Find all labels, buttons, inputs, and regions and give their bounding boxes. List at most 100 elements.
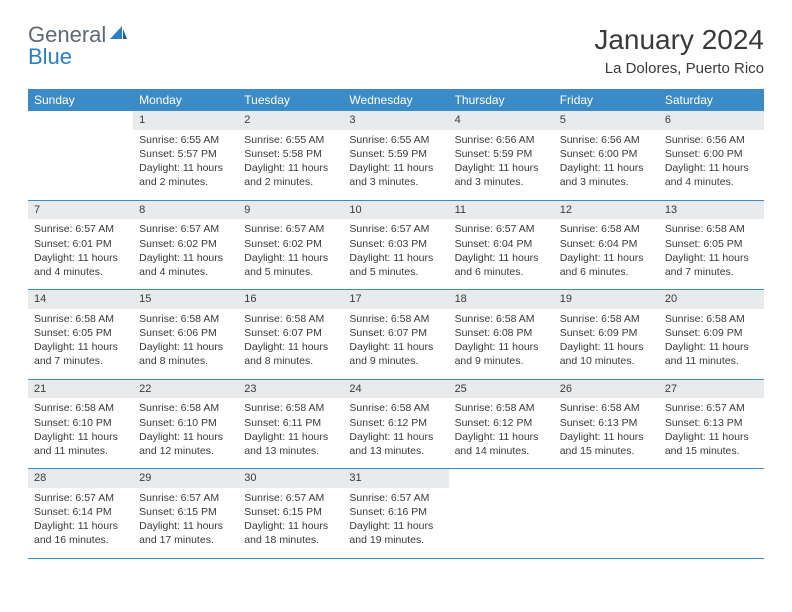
weekday-header-row: Sunday Monday Tuesday Wednesday Thursday… [28, 89, 764, 111]
day-text: Sunrise: 6:57 AM Sunset: 6:13 PM Dayligh… [659, 398, 764, 468]
day-text: Sunrise: 6:58 AM Sunset: 6:05 PM Dayligh… [28, 309, 133, 379]
calendar-day-cell [659, 469, 764, 559]
day-number: 19 [554, 290, 659, 309]
day-text: Sunrise: 6:58 AM Sunset: 6:13 PM Dayligh… [554, 398, 659, 468]
calendar-day-cell: 26Sunrise: 6:58 AM Sunset: 6:13 PM Dayli… [554, 379, 659, 469]
day-text: Sunrise: 6:57 AM Sunset: 6:03 PM Dayligh… [343, 219, 448, 289]
calendar-day-cell: 6Sunrise: 6:56 AM Sunset: 6:00 PM Daylig… [659, 111, 764, 200]
day-number: 14 [28, 290, 133, 309]
calendar-day-cell: 8Sunrise: 6:57 AM Sunset: 6:02 PM Daylig… [133, 200, 238, 290]
calendar-day-cell: 1Sunrise: 6:55 AM Sunset: 5:57 PM Daylig… [133, 111, 238, 200]
logo: GeneralBlue [28, 24, 128, 68]
day-text [449, 473, 554, 486]
day-number: 22 [133, 380, 238, 399]
day-number: 12 [554, 201, 659, 220]
day-text: Sunrise: 6:58 AM Sunset: 6:09 PM Dayligh… [554, 309, 659, 379]
calendar-day-cell: 18Sunrise: 6:58 AM Sunset: 6:08 PM Dayli… [449, 290, 554, 380]
weekday-header: Saturday [659, 89, 764, 111]
day-text: Sunrise: 6:55 AM Sunset: 5:59 PM Dayligh… [343, 130, 448, 200]
day-number: 5 [554, 111, 659, 130]
calendar-day-cell: 10Sunrise: 6:57 AM Sunset: 6:03 PM Dayli… [343, 200, 448, 290]
day-text: Sunrise: 6:58 AM Sunset: 6:07 PM Dayligh… [343, 309, 448, 379]
day-text: Sunrise: 6:55 AM Sunset: 5:58 PM Dayligh… [238, 130, 343, 200]
calendar-day-cell: 4Sunrise: 6:56 AM Sunset: 5:59 PM Daylig… [449, 111, 554, 200]
day-text: Sunrise: 6:56 AM Sunset: 5:59 PM Dayligh… [449, 130, 554, 200]
day-text: Sunrise: 6:58 AM Sunset: 6:09 PM Dayligh… [659, 309, 764, 379]
day-text: Sunrise: 6:57 AM Sunset: 6:15 PM Dayligh… [133, 488, 238, 558]
day-number: 2 [238, 111, 343, 130]
calendar-week-row: 1Sunrise: 6:55 AM Sunset: 5:57 PM Daylig… [28, 111, 764, 200]
day-text: Sunrise: 6:57 AM Sunset: 6:15 PM Dayligh… [238, 488, 343, 558]
day-number: 17 [343, 290, 448, 309]
day-number: 4 [449, 111, 554, 130]
calendar-week-row: 7Sunrise: 6:57 AM Sunset: 6:01 PM Daylig… [28, 200, 764, 290]
calendar-day-cell: 17Sunrise: 6:58 AM Sunset: 6:07 PM Dayli… [343, 290, 448, 380]
day-text: Sunrise: 6:58 AM Sunset: 6:10 PM Dayligh… [28, 398, 133, 468]
day-text: Sunrise: 6:58 AM Sunset: 6:11 PM Dayligh… [238, 398, 343, 468]
calendar-day-cell: 2Sunrise: 6:55 AM Sunset: 5:58 PM Daylig… [238, 111, 343, 200]
calendar-day-cell: 29Sunrise: 6:57 AM Sunset: 6:15 PM Dayli… [133, 469, 238, 559]
calendar-day-cell [554, 469, 659, 559]
day-number: 29 [133, 469, 238, 488]
calendar-day-cell: 24Sunrise: 6:58 AM Sunset: 6:12 PM Dayli… [343, 379, 448, 469]
day-number: 20 [659, 290, 764, 309]
weekday-header: Tuesday [238, 89, 343, 111]
day-text: Sunrise: 6:58 AM Sunset: 6:10 PM Dayligh… [133, 398, 238, 468]
title-month: January 2024 [594, 24, 764, 56]
day-text: Sunrise: 6:56 AM Sunset: 6:00 PM Dayligh… [554, 130, 659, 200]
calendar-day-cell: 12Sunrise: 6:58 AM Sunset: 6:04 PM Dayli… [554, 200, 659, 290]
day-number: 21 [28, 380, 133, 399]
calendar-week-row: 14Sunrise: 6:58 AM Sunset: 6:05 PM Dayli… [28, 290, 764, 380]
day-number: 28 [28, 469, 133, 488]
day-number: 3 [343, 111, 448, 130]
logo-text-2: Blue [28, 44, 72, 69]
calendar-table: Sunday Monday Tuesday Wednesday Thursday… [28, 89, 764, 559]
calendar-day-cell: 16Sunrise: 6:58 AM Sunset: 6:07 PM Dayli… [238, 290, 343, 380]
day-text: Sunrise: 6:57 AM Sunset: 6:01 PM Dayligh… [28, 219, 133, 289]
day-text: Sunrise: 6:58 AM Sunset: 6:08 PM Dayligh… [449, 309, 554, 379]
calendar-day-cell: 20Sunrise: 6:58 AM Sunset: 6:09 PM Dayli… [659, 290, 764, 380]
calendar-day-cell: 9Sunrise: 6:57 AM Sunset: 6:02 PM Daylig… [238, 200, 343, 290]
day-text: Sunrise: 6:58 AM Sunset: 6:05 PM Dayligh… [659, 219, 764, 289]
calendar-day-cell: 28Sunrise: 6:57 AM Sunset: 6:14 PM Dayli… [28, 469, 133, 559]
day-text [28, 115, 133, 128]
day-number: 8 [133, 201, 238, 220]
weekday-header: Wednesday [343, 89, 448, 111]
day-number: 7 [28, 201, 133, 220]
calendar-day-cell: 13Sunrise: 6:58 AM Sunset: 6:05 PM Dayli… [659, 200, 764, 290]
calendar-week-row: 28Sunrise: 6:57 AM Sunset: 6:14 PM Dayli… [28, 469, 764, 559]
day-number: 16 [238, 290, 343, 309]
day-number: 11 [449, 201, 554, 220]
day-number: 24 [343, 380, 448, 399]
sail-icon [108, 24, 128, 46]
title-block: January 2024 La Dolores, Puerto Rico [594, 24, 764, 77]
day-text [659, 473, 764, 486]
day-number: 15 [133, 290, 238, 309]
day-text: Sunrise: 6:57 AM Sunset: 6:16 PM Dayligh… [343, 488, 448, 558]
day-number: 31 [343, 469, 448, 488]
day-text: Sunrise: 6:58 AM Sunset: 6:04 PM Dayligh… [554, 219, 659, 289]
day-text: Sunrise: 6:57 AM Sunset: 6:02 PM Dayligh… [238, 219, 343, 289]
calendar-day-cell: 25Sunrise: 6:58 AM Sunset: 6:12 PM Dayli… [449, 379, 554, 469]
day-text: Sunrise: 6:57 AM Sunset: 6:04 PM Dayligh… [449, 219, 554, 289]
weekday-header: Thursday [449, 89, 554, 111]
weekday-header: Sunday [28, 89, 133, 111]
calendar-page: GeneralBlue January 2024 La Dolores, Pue… [0, 0, 792, 583]
calendar-day-cell: 27Sunrise: 6:57 AM Sunset: 6:13 PM Dayli… [659, 379, 764, 469]
calendar-day-cell: 30Sunrise: 6:57 AM Sunset: 6:15 PM Dayli… [238, 469, 343, 559]
calendar-day-cell [28, 111, 133, 200]
day-text: Sunrise: 6:55 AM Sunset: 5:57 PM Dayligh… [133, 130, 238, 200]
day-number: 13 [659, 201, 764, 220]
day-number: 10 [343, 201, 448, 220]
title-location: La Dolores, Puerto Rico [594, 60, 764, 77]
day-text: Sunrise: 6:58 AM Sunset: 6:12 PM Dayligh… [343, 398, 448, 468]
calendar-day-cell: 5Sunrise: 6:56 AM Sunset: 6:00 PM Daylig… [554, 111, 659, 200]
calendar-day-cell: 15Sunrise: 6:58 AM Sunset: 6:06 PM Dayli… [133, 290, 238, 380]
day-text: Sunrise: 6:58 AM Sunset: 6:06 PM Dayligh… [133, 309, 238, 379]
calendar-day-cell: 19Sunrise: 6:58 AM Sunset: 6:09 PM Dayli… [554, 290, 659, 380]
calendar-day-cell: 14Sunrise: 6:58 AM Sunset: 6:05 PM Dayli… [28, 290, 133, 380]
day-text: Sunrise: 6:58 AM Sunset: 6:07 PM Dayligh… [238, 309, 343, 379]
day-text: Sunrise: 6:57 AM Sunset: 6:14 PM Dayligh… [28, 488, 133, 558]
calendar-day-cell: 23Sunrise: 6:58 AM Sunset: 6:11 PM Dayli… [238, 379, 343, 469]
calendar-day-cell [449, 469, 554, 559]
